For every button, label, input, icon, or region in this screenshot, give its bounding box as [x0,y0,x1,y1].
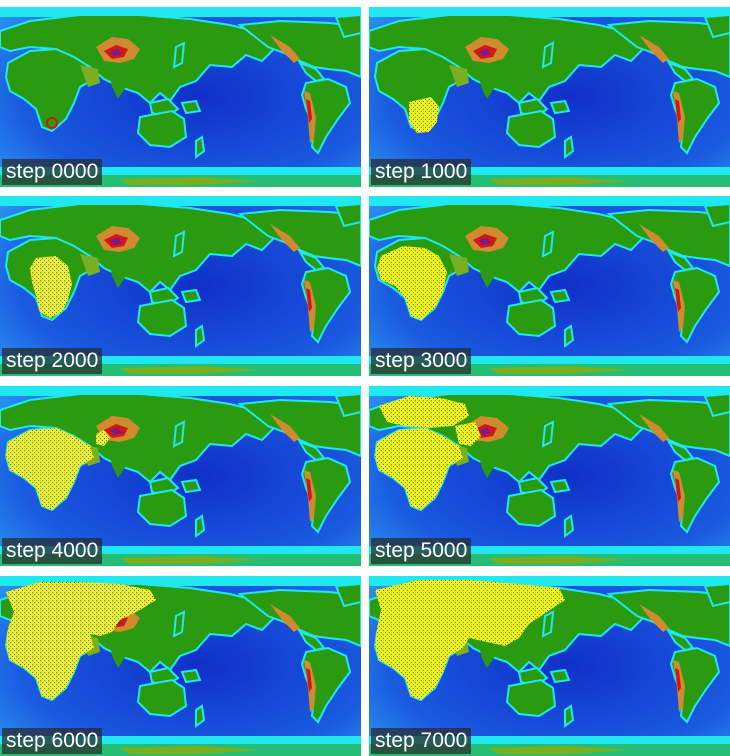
map-panel-step-0000: step 0000 [0,7,361,187]
map-panel-step-6000: step 6000 [0,576,361,756]
step-label: step 5000 [371,538,472,564]
spread-region [375,428,463,510]
spread-region [377,246,447,320]
map-panel-step-7000: step 7000 [369,576,730,756]
map-panel-step-5000: step 5000 [369,386,730,566]
map-panel-step-3000: step 3000 [369,196,730,376]
step-label: step 2000 [2,348,103,374]
map-panel-step-2000: step 2000 [0,196,361,376]
map-panel-step-4000: step 4000 [0,386,361,566]
spread-overlay [409,97,439,133]
spread-region [30,256,72,318]
step-label: step 1000 [371,159,472,185]
spread-region [96,430,110,446]
step-label: step 6000 [2,728,103,754]
spread-overlay [46,117,58,129]
step-label: step 0000 [2,159,103,185]
spread-overlay [377,246,447,320]
outbreak-origin-marker [46,117,58,129]
map-panel-step-1000: step 1000 [369,7,730,187]
spread-overlay [375,396,481,510]
spread-overlay [30,256,72,318]
step-label: step 3000 [371,348,472,374]
spread-region [6,428,94,510]
step-label: step 4000 [2,538,103,564]
spread-region [6,582,156,700]
spread-region [409,97,439,133]
step-label: step 7000 [371,728,472,754]
spread-region [455,422,481,446]
spread-overlay [6,582,156,700]
spread-region [375,580,565,700]
spread-overlay [6,428,110,510]
spread-region [379,396,469,428]
spread-overlay [375,580,565,700]
